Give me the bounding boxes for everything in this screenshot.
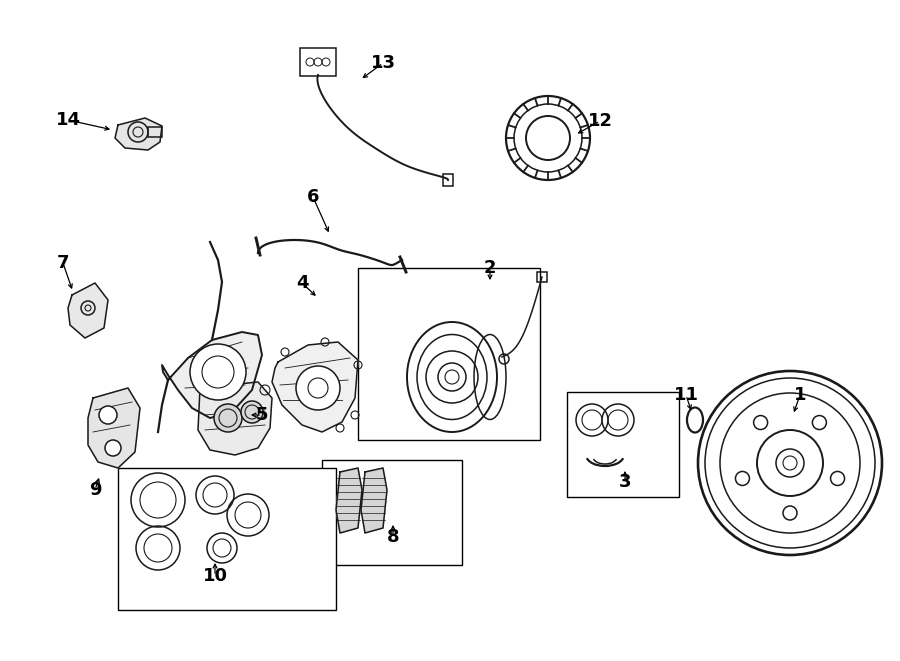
Bar [537,272,547,282]
Polygon shape [272,342,358,432]
Circle shape [105,440,121,456]
Circle shape [214,404,242,432]
Text: 3: 3 [619,473,631,491]
Circle shape [241,401,263,423]
Text: 11: 11 [673,386,698,404]
Bar [443,174,453,186]
Text: 10: 10 [202,567,228,585]
Bar [567,392,679,497]
Text: 9: 9 [89,481,101,499]
Bar [118,468,336,610]
Text: 1: 1 [794,386,806,404]
Polygon shape [115,118,162,150]
Circle shape [190,344,246,400]
Polygon shape [68,283,108,338]
Bar [148,127,162,137]
Circle shape [99,406,117,424]
Text: 13: 13 [371,54,395,72]
Text: 2: 2 [484,259,496,277]
Text: 14: 14 [56,111,80,129]
Polygon shape [162,332,262,418]
Bar [322,460,462,565]
Polygon shape [336,468,362,533]
Text: 8: 8 [387,528,400,546]
Text: 7: 7 [57,254,69,272]
Text: 6: 6 [307,188,320,206]
Bar [300,48,336,76]
Text: 12: 12 [588,112,613,130]
Polygon shape [88,388,140,468]
Text: 4: 4 [296,274,308,292]
Polygon shape [361,468,387,533]
Text: 5: 5 [256,406,268,424]
Polygon shape [198,382,272,455]
Circle shape [296,366,340,410]
Bar [358,268,540,440]
